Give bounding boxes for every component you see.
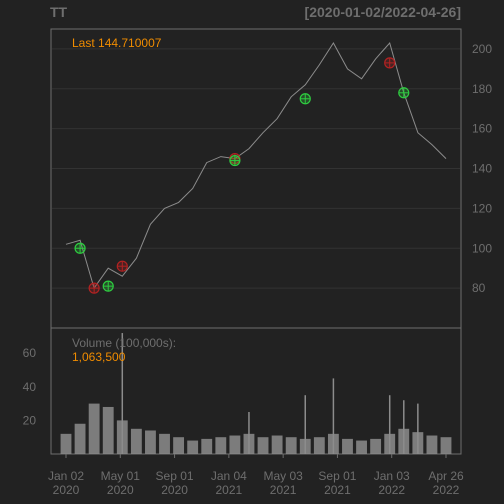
volume-bar [426,435,438,454]
price-tick-label: 200 [472,42,492,56]
x-tick-label-year: 2020 [161,483,188,497]
x-tick-label-year: 2020 [107,483,134,497]
x-tick-label-date: Jan 04 [211,469,247,483]
volume-tick-label: 60 [23,346,37,360]
x-tick-label-year: 2020 [53,483,80,497]
volume-bar [229,435,241,454]
volume-bar [173,437,185,454]
volume-bar [145,430,156,454]
x-tick-label-date: Sep 01 [318,469,356,483]
volume-bar [342,438,353,454]
x-tick-label-year: 2021 [216,483,243,497]
volume-value: 1,063,500 [72,350,126,364]
sell-marker [88,282,100,294]
volume-bar [285,437,297,454]
x-tick-label-year: 2021 [270,483,297,497]
symbol-title: TT [50,4,68,20]
volume-bar [102,406,114,454]
buy-marker [229,154,241,167]
volume-label: Volume (100,000s): [72,336,177,350]
buy-marker [299,93,311,105]
volume-tick-label: 20 [23,413,37,427]
buy-marker [398,87,410,99]
x-tick-label-date: May 03 [263,469,303,483]
volume-bar [60,433,72,454]
sell-marker [116,260,128,272]
grid-lines [52,48,460,458]
price-tick-label: 140 [472,162,492,176]
volume-bar [130,428,142,454]
x-tick-label-date: Jan 03 [374,469,410,483]
price-tick-label: 160 [472,122,492,136]
volume-bar [370,438,382,454]
x-tick-label-date: May 01 [101,469,141,483]
price-tick-label: 80 [472,281,486,295]
x-tick-label-year: 2022 [378,483,405,497]
volume-bar [356,440,367,454]
volume-bar [159,433,170,454]
volume-bar [271,435,283,454]
volume-bar [313,437,325,454]
price-series-line [65,41,447,290]
price-tick-label: 180 [472,82,492,96]
x-tick-label-year: 2022 [433,483,460,497]
volume-bar [201,438,213,454]
last-price-label: Last 144.710007 [72,36,162,50]
x-tick-label-date: Apr 26 [428,469,464,483]
volume-bar [88,403,100,454]
date-range-title: [2020-01-02/2022-04-26] [304,4,461,20]
price-tick-label: 100 [472,241,492,255]
x-tick-label-year: 2021 [324,483,351,497]
volume-tick-label: 40 [23,380,37,394]
volume-bar [440,437,452,454]
buy-marker [102,280,114,292]
buy-marker [74,242,86,254]
volume-bar [215,437,227,454]
volume-panel [50,327,462,455]
volume-bar [74,423,86,454]
price-tick-label: 120 [472,201,492,215]
x-tick-label-date: Sep 01 [156,469,194,483]
x-tick-label-date: Jan 02 [48,469,84,483]
signal-markers [74,57,410,294]
volume-bar [187,440,199,454]
sell-marker [384,57,396,69]
volume-bar [257,437,269,454]
volume-bars [60,333,452,454]
